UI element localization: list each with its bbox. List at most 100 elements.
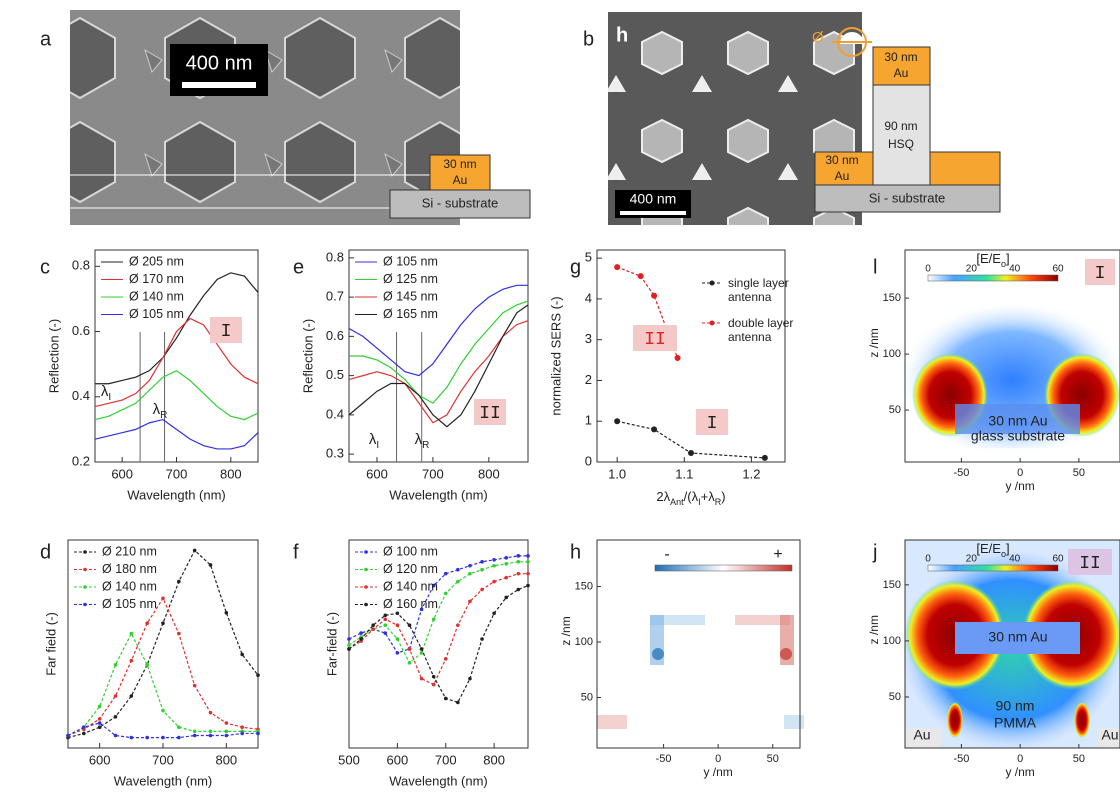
x-tick-label: 1.0 [608, 466, 626, 481]
layer-label: 30 nm [443, 157, 476, 171]
data-point [359, 637, 363, 641]
data-point [193, 684, 197, 688]
legend-swatch [83, 585, 87, 589]
data-point [468, 572, 472, 576]
y-axis-label: Reflection (-) [300, 319, 315, 393]
data-point [161, 736, 165, 740]
substrate-label: Si - substrate [869, 190, 946, 205]
scale-bar [620, 211, 686, 215]
layer-label: 30 nm [884, 50, 917, 64]
data-point [130, 659, 134, 663]
y-tick-label: 100 [883, 348, 901, 360]
panel-label: e [293, 256, 304, 278]
colorbar-title-part: ] [1006, 251, 1010, 266]
data-point [420, 647, 424, 651]
data-point [396, 623, 400, 627]
legend-swatch [710, 321, 715, 326]
y-tick-label: 150 [883, 579, 901, 591]
substrate-label: Si - substrate [422, 195, 499, 210]
x-axis-label-part: Ant [670, 497, 684, 507]
series-line [68, 723, 258, 738]
x-axis-label: Wavelength (nm) [114, 773, 213, 788]
data-point [480, 560, 484, 564]
panel-label: d [40, 541, 51, 563]
resonance-label: λI [101, 383, 111, 403]
y-tick-label: 0 [585, 453, 592, 468]
resonance-subscript: R [422, 440, 429, 451]
legend-label: Ø 205 nm [129, 254, 184, 268]
data-point [161, 709, 165, 713]
legend-label: Ø 165 nm [383, 307, 438, 321]
au-layer [930, 152, 1000, 185]
y-tick-label: 50 [581, 691, 593, 703]
map-annotation: glass substrate [971, 428, 1065, 444]
data-point [82, 725, 86, 729]
data-point [114, 694, 118, 698]
panel-label: h [570, 541, 581, 563]
figure-canvas: 400 nm 30 nm Au Si - substrate a b h Ø 3… [0, 0, 1120, 796]
data-point [456, 701, 460, 705]
y-axis-label: z /nm [867, 328, 881, 357]
panel-label: c [40, 256, 50, 278]
x-tick-label: 1.1 [675, 466, 693, 481]
tag-label: I [707, 414, 718, 434]
y-tick-label: 50 [889, 691, 901, 703]
tag-label: I [1095, 264, 1106, 284]
data-point [614, 264, 620, 270]
y-axis-label: Far field (-) [43, 612, 58, 676]
data-point [225, 611, 229, 615]
resonance-subscript: I [108, 392, 111, 403]
data-point [468, 677, 472, 681]
data-point [651, 426, 657, 432]
data-point [420, 651, 424, 655]
legend-label: Ø 140 nm [383, 579, 438, 593]
data-point [161, 621, 165, 625]
data-point [383, 613, 387, 617]
data-point [98, 717, 102, 721]
x-tick-label: 50 [767, 753, 779, 765]
data-point [504, 556, 508, 560]
colorbar-tick-label: 0 [925, 264, 931, 275]
data-point [209, 711, 213, 715]
colorbar [655, 565, 792, 571]
data-point [145, 621, 149, 625]
data-point [432, 675, 436, 679]
data-point [444, 592, 448, 596]
data-point [66, 734, 70, 738]
data-point [456, 623, 460, 627]
x-tick-label: 700 [166, 466, 188, 481]
data-point [504, 596, 508, 600]
layer-label: Au [453, 173, 468, 187]
data-point [193, 549, 197, 553]
layer-label: Au [894, 66, 909, 80]
data-point [456, 568, 460, 572]
data-point [688, 450, 694, 456]
tag-label: I [221, 322, 232, 342]
x-tick-label: 800 [220, 466, 242, 481]
y-axis-label: Reflection (-) [46, 319, 61, 393]
tag-label: II [644, 330, 666, 350]
legend-label: Ø 105 nm [129, 307, 184, 321]
data-point [504, 562, 508, 566]
x-tick-label: 800 [478, 466, 500, 481]
x-axis-label-part: ) [721, 489, 725, 504]
data-point [444, 697, 448, 701]
x-tick-label: 800 [215, 752, 237, 767]
data-point [177, 580, 181, 584]
x-axis-label: y /nm [1005, 765, 1034, 779]
series-line [349, 586, 528, 703]
y-tick-label: 1 [585, 413, 592, 428]
data-point [177, 725, 181, 729]
x-tick-label: -50 [953, 467, 969, 479]
tag-label: II [479, 404, 501, 424]
x-tick-label: 1.2 [742, 466, 760, 481]
colorbar-title: [E/Eo] [976, 251, 1009, 269]
data-point [517, 588, 521, 592]
data-point [526, 554, 530, 558]
hsq-pillar [873, 85, 930, 185]
data-point [209, 563, 213, 567]
data-point [456, 580, 460, 584]
data-point [225, 721, 229, 725]
data-point [240, 725, 244, 729]
data-point [130, 736, 134, 740]
